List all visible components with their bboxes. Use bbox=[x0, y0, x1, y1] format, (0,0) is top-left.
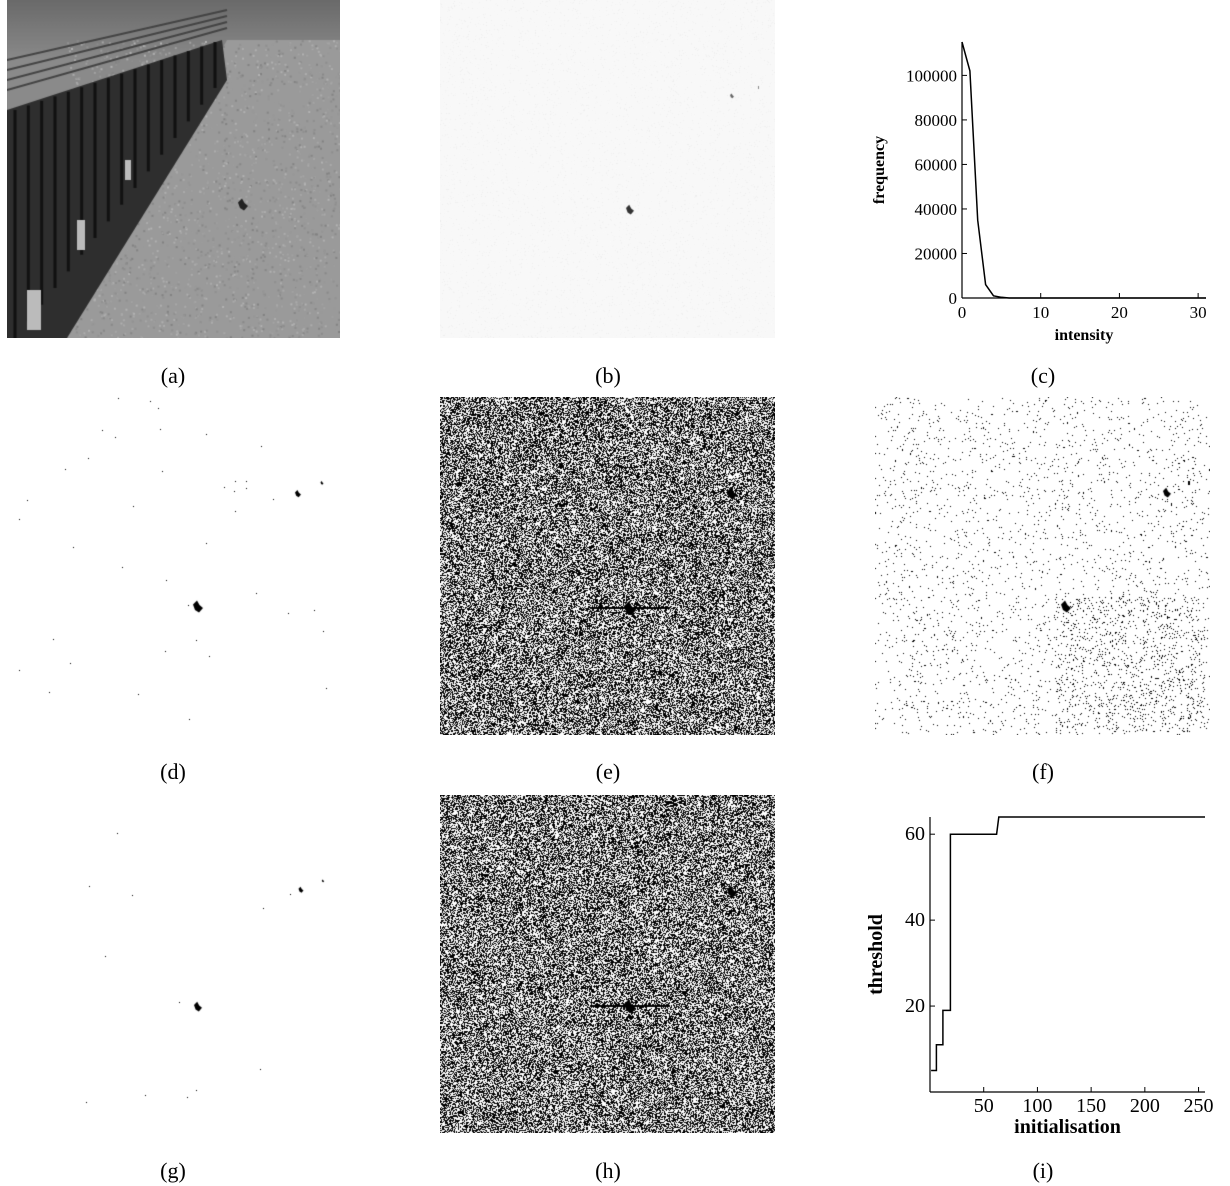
caption-e: (e) bbox=[595, 759, 621, 784]
caption-b: (b) bbox=[595, 363, 621, 388]
panel-e-image bbox=[440, 397, 775, 735]
caption-f: (f) bbox=[1032, 759, 1054, 784]
x-tick-label: 150 bbox=[1076, 1095, 1106, 1117]
x-tick-label: 200 bbox=[1130, 1095, 1160, 1117]
y-tick-label: 20 bbox=[905, 995, 925, 1017]
panel-i-chart: 50 100 150 200 250 20 40 60 initialisation thresh… bbox=[860, 800, 1230, 1145]
panel-g-image bbox=[7, 795, 340, 1133]
y-tick-label: 40 bbox=[905, 909, 925, 931]
y-axis-label: frequency bbox=[871, 136, 888, 204]
caption-i: (i) bbox=[1032, 1158, 1054, 1183]
caption-a: (a) bbox=[160, 363, 186, 388]
caption-d: (d) bbox=[160, 759, 186, 784]
caption-c: (c) bbox=[1030, 363, 1056, 388]
panel-c-chart: 0 10 20 30 0 20000 40000 60000 80000 100000 intens… bbox=[860, 0, 1230, 350]
x-tick-label: 10 bbox=[1032, 303, 1049, 322]
series-line bbox=[961, 41, 1206, 299]
x-tick-label: 20 bbox=[1111, 303, 1128, 322]
x-tick-label: 30 bbox=[1190, 303, 1207, 322]
series-line bbox=[931, 816, 1205, 1072]
x-tick-label: 0 bbox=[958, 303, 967, 322]
x-axis-label: initialisation bbox=[1014, 1116, 1121, 1138]
y-tick-label: 60 bbox=[905, 823, 925, 845]
panel-b-image bbox=[440, 0, 775, 338]
y-tick-label: 80000 bbox=[915, 111, 958, 130]
panel-f-image bbox=[875, 397, 1210, 735]
y-tick-label: 100000 bbox=[906, 66, 957, 85]
panel-d-image bbox=[7, 397, 340, 735]
y-tick-label: 20000 bbox=[915, 244, 958, 263]
panel-h-image bbox=[440, 795, 775, 1133]
y-tick-label: 0 bbox=[949, 289, 958, 308]
x-tick-label: 100 bbox=[1022, 1095, 1052, 1117]
y-tick-label: 40000 bbox=[915, 200, 958, 219]
x-tick-label: 50 bbox=[974, 1095, 994, 1117]
x-axis-label: intensity bbox=[1055, 327, 1114, 344]
x-tick-label: 250 bbox=[1184, 1095, 1214, 1117]
y-tick-label: 60000 bbox=[915, 155, 958, 174]
caption-g: (g) bbox=[160, 1158, 186, 1183]
panel-a-image bbox=[7, 0, 340, 338]
caption-h: (h) bbox=[595, 1158, 621, 1183]
y-axis-label: threshold bbox=[865, 914, 887, 995]
